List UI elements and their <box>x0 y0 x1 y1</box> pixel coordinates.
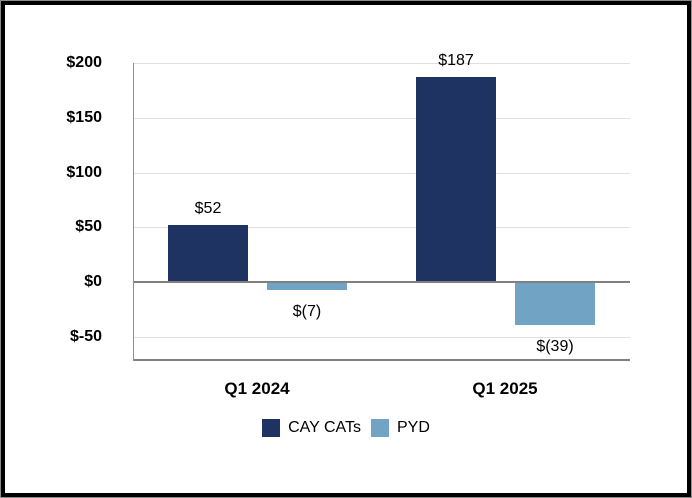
x-axis-line <box>133 359 630 361</box>
data-label: $52 <box>194 200 222 217</box>
legend-label: CAY CATs <box>288 419 361 436</box>
data-label: $(7) <box>292 303 322 320</box>
y-axis-tick-label: $150 <box>66 109 102 126</box>
legend-swatch <box>371 419 389 437</box>
legend-swatch <box>262 419 281 437</box>
zero-axis-line <box>133 281 630 283</box>
legend-item-cay-cats: CAY CATs <box>262 419 361 437</box>
gridline <box>133 227 630 228</box>
legend-label: PYD <box>397 419 430 436</box>
y-axis-tick-label: $50 <box>75 218 102 235</box>
gridline <box>133 63 630 64</box>
x-axis-category-label: Q1 2025 <box>472 379 538 398</box>
bar-cay-cats-q1-2024 <box>168 225 248 282</box>
y-axis-line <box>133 63 134 361</box>
y-axis-tick-label: $-50 <box>69 328 102 345</box>
data-label: $(39) <box>536 338 574 355</box>
legend-item-pyd: PYD <box>371 419 430 437</box>
bar-pyd-q1-2025 <box>515 282 595 325</box>
y-axis-tick-label: $100 <box>66 164 102 181</box>
y-axis-tick-label: $200 <box>66 54 102 71</box>
legend: CAY CATs PYD <box>5 419 687 437</box>
bar-pyd-q1-2024 <box>267 282 347 290</box>
y-axis-tick-label: $0 <box>84 273 102 290</box>
gridline <box>133 337 630 338</box>
gridline <box>133 118 630 119</box>
chart-canvas: CAY CATs PYD $200 $150 $100 $50 $0 $-50 $52 $187… <box>5 5 687 493</box>
data-label: $187 <box>438 52 474 69</box>
gridline <box>133 173 630 174</box>
bar-cay-cats-q1-2025 <box>416 77 496 282</box>
x-axis-category-label: Q1 2024 <box>224 379 290 398</box>
